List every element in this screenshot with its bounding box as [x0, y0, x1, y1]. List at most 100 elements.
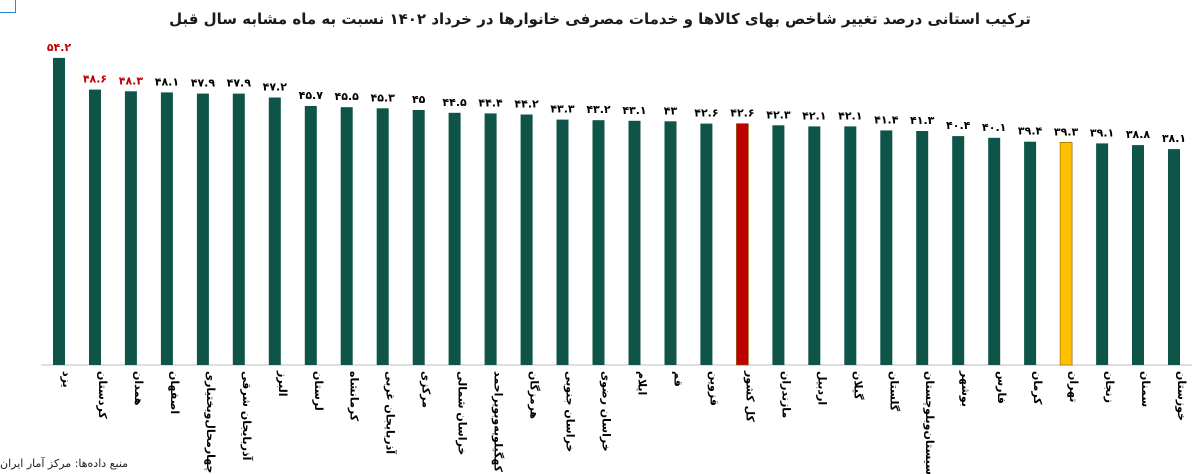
x-tick-label: لرستان: [312, 371, 325, 411]
x-tick-label: قزوین: [707, 371, 720, 406]
data-label: ۴۴.۴: [478, 96, 503, 109]
x-tick-label: اصفهان: [168, 371, 181, 414]
bar: [448, 112, 461, 365]
bar: [1096, 143, 1109, 365]
x-tick-label: خراسان شمالی: [456, 371, 469, 455]
x-tick-label: یزد: [60, 371, 73, 388]
data-label: ۴۲.۱: [838, 109, 862, 122]
bar: [376, 108, 389, 366]
data-label: ۴۲.۶: [730, 107, 754, 120]
data-label: ۴۵.۷: [299, 89, 324, 102]
x-tick-label: کرمان: [1031, 371, 1044, 405]
corner-mark: [0, 0, 16, 13]
x-tick-label: سیستان‌وبلوچستان: [923, 371, 936, 474]
x-tick-label: کهگیلویه‌وبویراحمد: [492, 371, 505, 473]
x-tick-label: البرز: [276, 370, 289, 397]
data-label: ۴۸.۳: [119, 74, 144, 87]
data-label: ۴۳.۳: [550, 103, 575, 116]
data-label: ۴۱.۴: [874, 113, 899, 126]
data-label: ۴۷.۲: [263, 81, 288, 94]
x-tick-label: خوزستان: [1175, 371, 1188, 421]
x-tick-label: خراسان جنوبی: [564, 371, 577, 452]
bar: [844, 126, 857, 366]
x-tick-label: کرمانشاه: [348, 371, 361, 422]
x-tick-label: گیلان: [851, 371, 864, 400]
x-tick-label: گلستان: [887, 371, 900, 412]
data-label: ۴۲.۶: [694, 107, 718, 120]
bar: [124, 91, 137, 366]
bar: [736, 123, 749, 366]
x-tick-label: هرمزگان: [528, 371, 541, 419]
x-tick-label: سمنان: [1139, 371, 1152, 407]
data-label: ۳۹.۴: [1018, 125, 1043, 138]
data-label: ۴۲.۱: [802, 109, 826, 122]
data-label: ۴۸.۱: [155, 75, 179, 88]
source-note: منبع داده‌ها: مرکز آمار ایران: [0, 457, 129, 470]
x-tick-label: کل کشور: [743, 370, 756, 422]
data-label: ۴۵.۵: [335, 90, 360, 103]
x-tick-label: قم: [672, 371, 685, 387]
x-tick-label: بوشهر: [959, 370, 972, 407]
data-label: ۴۳: [664, 104, 678, 117]
data-label: ۴۰.۴: [946, 119, 971, 132]
x-tick-label: کردستان: [96, 371, 109, 419]
data-label: ۴۵: [412, 93, 426, 106]
bar: [808, 126, 821, 366]
data-label: ۳۹.۱: [1090, 126, 1114, 139]
bar: [952, 136, 965, 365]
data-label: ۴۰.۱: [982, 121, 1006, 134]
bar: [1132, 145, 1144, 365]
x-tick-label: همدان: [132, 371, 145, 406]
data-label: ۴۵.۳: [371, 91, 396, 104]
x-tick-label: مازندران: [779, 371, 792, 418]
data-label: ۴۷.۹: [191, 77, 216, 90]
data-label: ۴۴.۵: [442, 96, 467, 109]
bar: [268, 97, 281, 365]
x-tick-label: زنجان: [1103, 371, 1116, 403]
bar: [592, 120, 605, 365]
data-label: ۴۷.۹: [227, 77, 252, 90]
data-label: ۵۴.۲: [47, 41, 72, 54]
x-tick-label: مرکزی: [420, 371, 433, 408]
bar: [53, 57, 65, 366]
chart-title: ترکیب استانی درصد تغییر شاخص بهای کالاها…: [169, 10, 1031, 28]
data-label: ۴۳.۱: [622, 104, 646, 117]
bar: [196, 93, 209, 365]
bar: [988, 137, 1001, 365]
bar: [880, 130, 893, 365]
bar: [304, 106, 317, 365]
data-label: ۳۸.۱: [1162, 132, 1186, 145]
data-label: ۳۸.۸: [1126, 128, 1151, 141]
x-tick-label: فارس: [995, 371, 1008, 404]
data-label: ۴۴.۲: [514, 98, 539, 111]
bar: [520, 114, 533, 365]
bar: [412, 110, 425, 365]
data-label: ۳۹.۳: [1054, 125, 1079, 138]
bar: [160, 92, 173, 366]
bar: [484, 113, 497, 366]
bar: [1059, 142, 1073, 366]
data-label: ۴۲.۳: [766, 108, 791, 121]
data-label: ۴۱.۳: [910, 114, 935, 127]
bar: [89, 89, 101, 365]
bar: [232, 93, 245, 365]
x-tick-label: چهارمحال‌وبختیاری: [204, 371, 217, 474]
x-tick-label: اردبیل: [815, 371, 828, 405]
x-tick-label: خراسان رضوی: [600, 371, 613, 452]
x-tick-label: آذربایجان شرقی: [240, 371, 254, 461]
bar: [664, 121, 677, 365]
bar: [1024, 141, 1037, 365]
bar: [700, 123, 713, 365]
x-tick-label: آذربایجان غربی: [384, 371, 398, 454]
bar: [556, 119, 569, 365]
bar: [628, 120, 641, 365]
bar: [1168, 149, 1180, 365]
data-label: ۴۸.۶: [83, 73, 107, 86]
x-tick-label: تهران: [1067, 371, 1080, 402]
x-tick-label: ایلام: [636, 371, 649, 395]
bar: [340, 107, 353, 365]
data-label: ۴۳.۲: [586, 103, 611, 116]
bar: [772, 125, 785, 365]
bar: [916, 131, 929, 365]
